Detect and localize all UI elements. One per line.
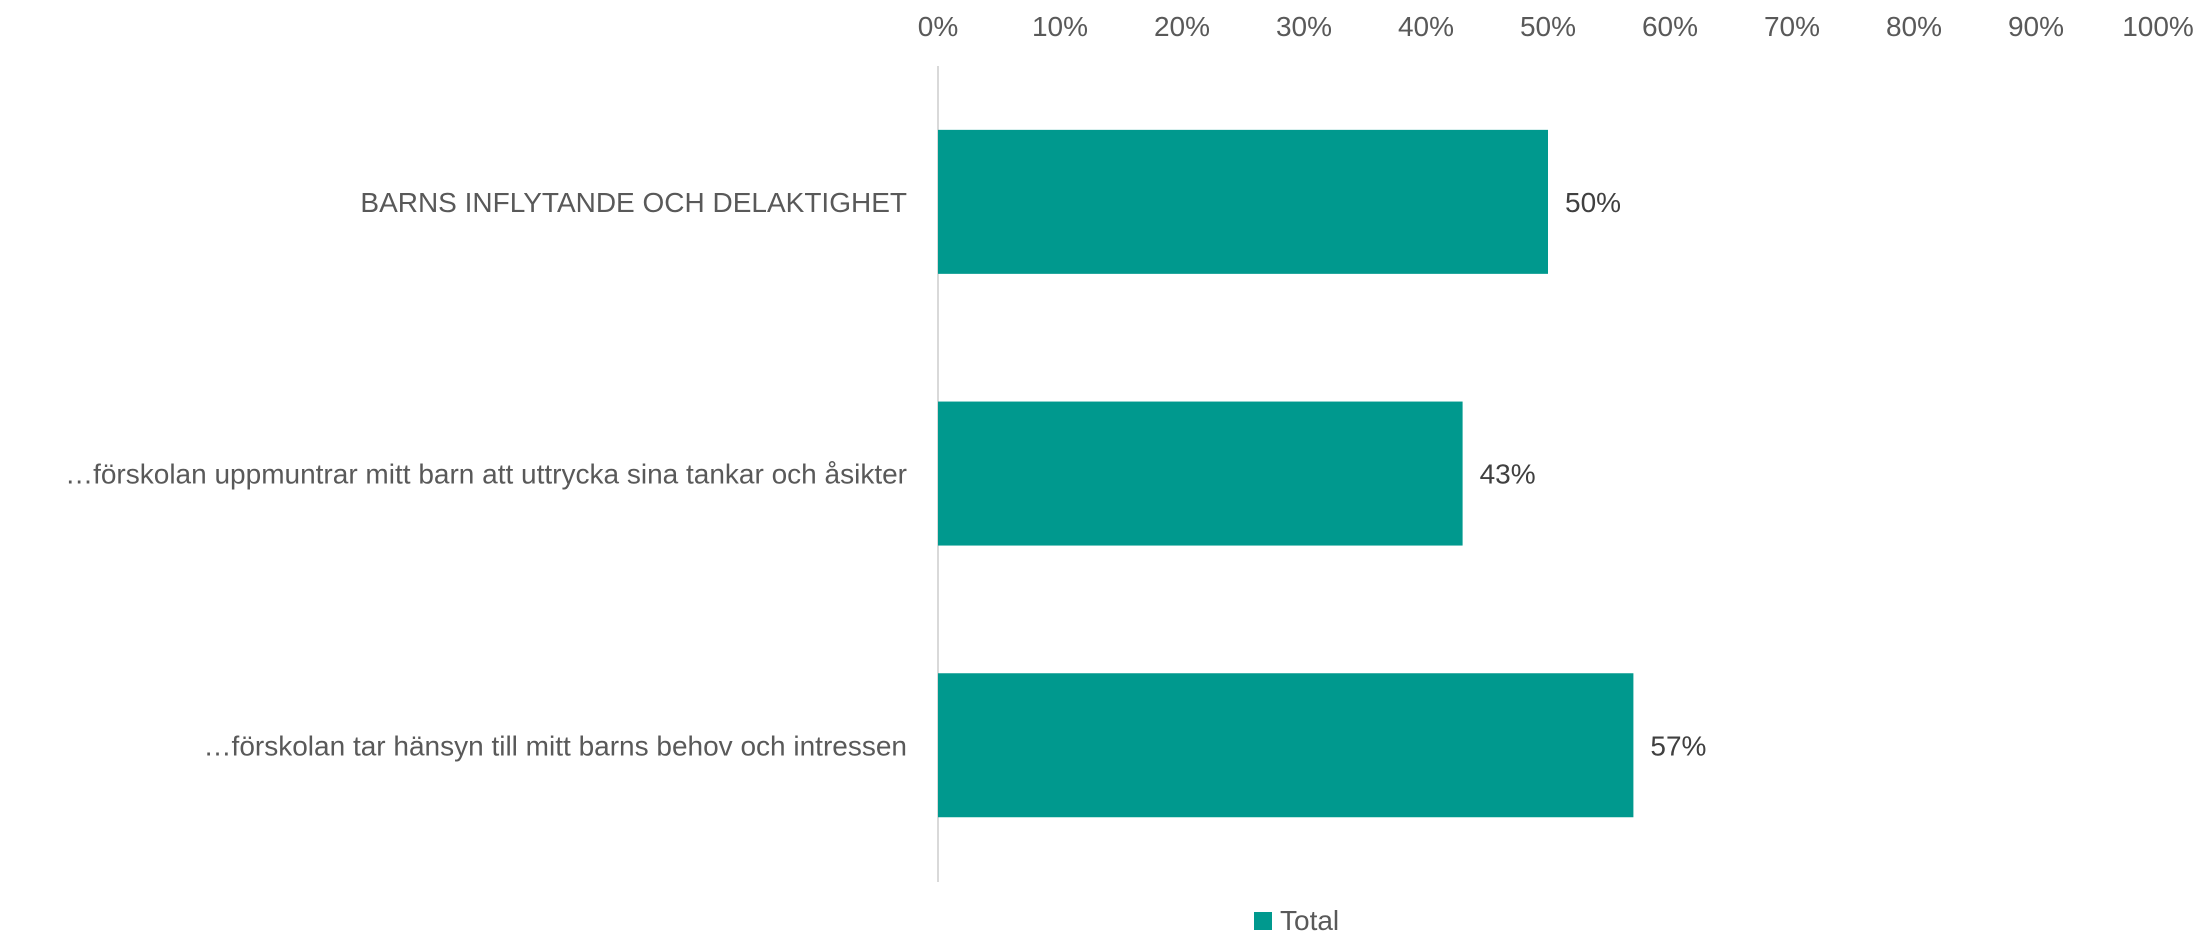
value-label: 57% [1650,730,1706,761]
x-tick-label: 20% [1154,11,1210,42]
bar [938,129,1548,274]
category-label: …förskolan tar hänsyn till mitt barns be… [204,730,907,761]
x-tick-label: 100% [2122,11,2194,42]
x-tick-label: 0% [918,11,958,42]
x-tick-label: 70% [1764,11,1820,42]
legend-swatch-total [1254,912,1272,930]
bar [938,673,1634,818]
legend-label-total: Total [1280,905,1339,932]
category-label: BARNS INFLYTANDE OCH DELAKTIGHET [360,187,907,218]
x-tick-label: 40% [1398,11,1454,42]
value-label: 50% [1565,187,1621,218]
category-label: …förskolan uppmuntrar mitt barn att uttr… [65,459,907,490]
value-label: 43% [1480,459,1536,490]
x-tick-label: 10% [1032,11,1088,42]
value-labels: 50% 43% 57% [1480,187,1707,761]
category-labels: BARNS INFLYTANDE OCH DELAKTIGHET …förskol… [65,187,907,761]
x-tick-label: 50% [1520,11,1576,42]
x-tick-label: 90% [2008,11,2064,42]
bars [938,129,1634,818]
x-tick-label: 80% [1886,11,1942,42]
bar [938,401,1463,546]
x-axis-ticks: 0% 10% 20% 30% 40% 50% 60% 70% 80% 90% 100% [918,11,2194,42]
x-tick-label: 60% [1642,11,1698,42]
x-tick-label: 30% [1276,11,1332,42]
legend: Total [1254,905,1339,932]
